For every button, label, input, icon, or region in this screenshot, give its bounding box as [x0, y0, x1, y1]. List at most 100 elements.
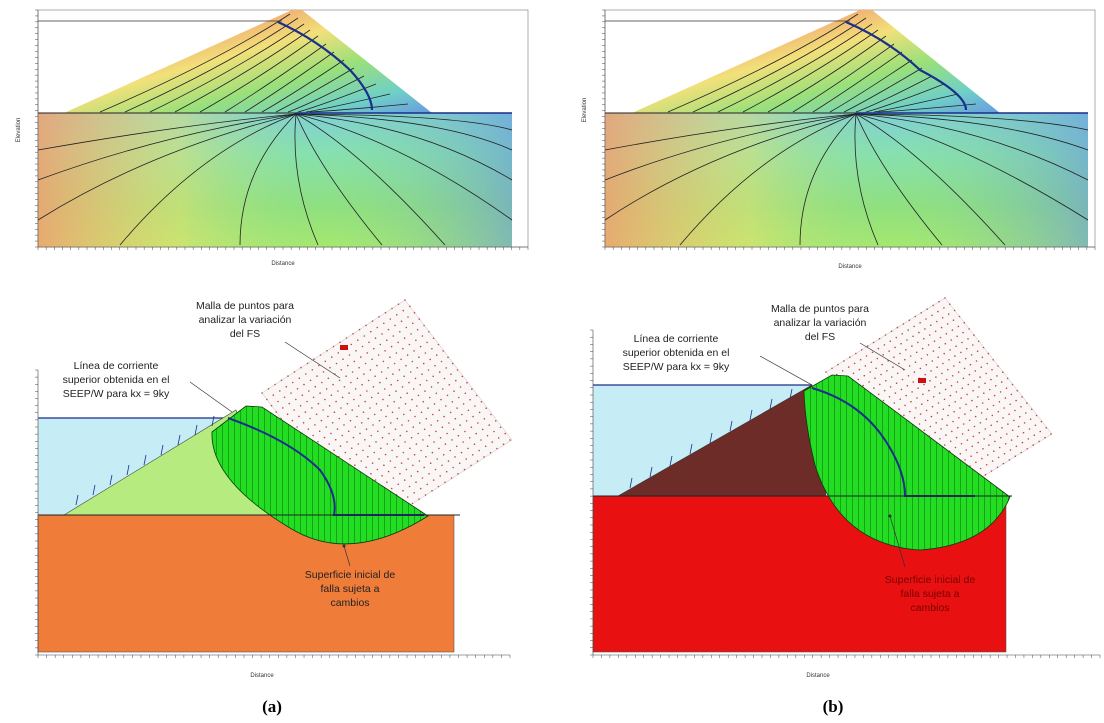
grid-point	[412, 426, 415, 428]
grid-point	[485, 407, 487, 410]
grid-point	[321, 381, 323, 384]
grid-point	[945, 378, 948, 381]
grid-point	[375, 403, 378, 405]
grid-point	[843, 360, 845, 362]
grid-point	[441, 426, 444, 429]
x-axis-label: Distance	[838, 264, 862, 270]
grid-point	[445, 405, 447, 407]
grid-point	[981, 402, 984, 404]
seepage-panel-top-left: Distance Elevation	[16, 9, 529, 267]
grid-point	[363, 373, 365, 375]
grid-point	[443, 415, 445, 418]
grid-point	[488, 424, 491, 426]
grid-point	[457, 434, 460, 437]
grid-point	[337, 390, 339, 392]
grid-point	[1006, 377, 1009, 380]
grid-point	[365, 324, 367, 327]
grid-point	[970, 455, 972, 458]
grid-point	[888, 396, 891, 398]
grid-point	[930, 324, 932, 327]
equipotential-lines	[37, 13, 513, 246]
grid-point	[341, 396, 344, 399]
grid-point	[331, 356, 333, 358]
grid-point	[965, 449, 968, 451]
grid-point	[973, 380, 975, 382]
grid-point	[464, 430, 466, 433]
grid-point	[393, 400, 396, 403]
grid-point	[300, 366, 302, 369]
grid-point	[899, 352, 901, 355]
grid-point	[359, 394, 362, 397]
grid-point	[931, 314, 933, 317]
grid-point	[343, 386, 346, 388]
grid-point	[491, 441, 494, 443]
grid-point	[427, 407, 429, 409]
grid-point	[339, 341, 341, 344]
grid-point	[301, 394, 304, 397]
grid-point	[266, 398, 268, 401]
grid-point	[397, 303, 400, 306]
grid-point	[941, 317, 944, 319]
grid-point	[905, 394, 907, 397]
grid-point	[978, 431, 981, 434]
grid-point	[958, 315, 961, 318]
grid-point	[911, 391, 913, 393]
grid-point	[398, 407, 400, 409]
grid-point	[837, 363, 839, 366]
grid-point	[985, 418, 988, 420]
grid-point	[480, 401, 483, 403]
grid-point	[959, 452, 962, 455]
grid-point	[913, 371, 916, 373]
grid-point	[913, 325, 915, 328]
grid-point	[397, 483, 400, 486]
grid-point	[305, 373, 307, 375]
grid-point	[1000, 436, 1002, 439]
grid-label-line-2: analizar la variación	[774, 317, 867, 329]
grid-point	[947, 313, 950, 315]
grid-point	[983, 392, 985, 395]
grid-point	[275, 411, 278, 413]
grid-point	[957, 371, 960, 373]
grid-label-line-2: analizar la variación	[199, 314, 292, 326]
grid-point	[452, 466, 455, 469]
grid-point	[339, 445, 342, 447]
grid-point	[499, 426, 502, 429]
grid-point	[992, 359, 994, 361]
grid-point	[410, 333, 412, 335]
grid-point	[329, 366, 331, 369]
grid-point	[445, 470, 448, 473]
grid-point	[370, 396, 373, 399]
grid-point	[437, 485, 440, 488]
grid-point	[927, 344, 930, 346]
grid-point	[930, 370, 932, 372]
grid-point	[936, 320, 938, 323]
grid-point	[378, 458, 380, 460]
grid-point	[306, 362, 309, 365]
grid-point	[1035, 414, 1038, 417]
grid-point	[950, 384, 953, 387]
grid-point	[351, 447, 353, 450]
grid-point	[324, 360, 327, 363]
grid-point	[883, 389, 886, 392]
grid-point	[447, 460, 450, 462]
grid-point	[427, 369, 430, 371]
critical-center-marker	[918, 378, 926, 383]
grid-point	[449, 449, 452, 452]
grid-point	[360, 356, 362, 358]
grid-point	[853, 362, 856, 365]
grid-point	[945, 333, 948, 335]
grid-point	[309, 417, 311, 420]
grid-point	[311, 407, 313, 409]
grid-point	[961, 387, 964, 390]
grid-point	[418, 460, 421, 462]
annotation-flowline: Línea de corriente superior obtenida en …	[623, 333, 813, 386]
grid-point	[931, 360, 934, 362]
grid-point	[1026, 448, 1028, 450]
grid-point	[389, 318, 392, 320]
grid-point	[373, 347, 375, 350]
grid-point	[358, 328, 361, 331]
grid-point	[396, 456, 398, 458]
grid-point	[293, 371, 296, 373]
failure-zone	[803, 374, 1011, 551]
grid-point	[374, 337, 377, 339]
